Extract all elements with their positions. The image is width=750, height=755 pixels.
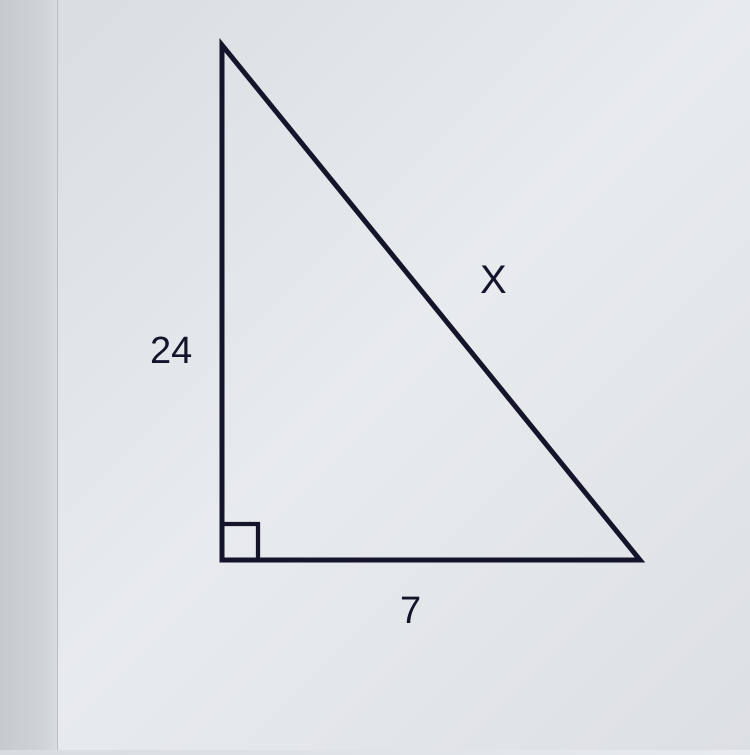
triangle-svg [0,0,750,750]
triangle-diagram: 24 7 X [0,0,750,750]
side-label-base: 7 [400,590,421,633]
side-label-vertical: 24 [150,330,192,373]
side-label-hypotenuse: X [480,258,507,303]
right-angle-marker [222,524,258,560]
right-triangle-shape [222,45,640,560]
